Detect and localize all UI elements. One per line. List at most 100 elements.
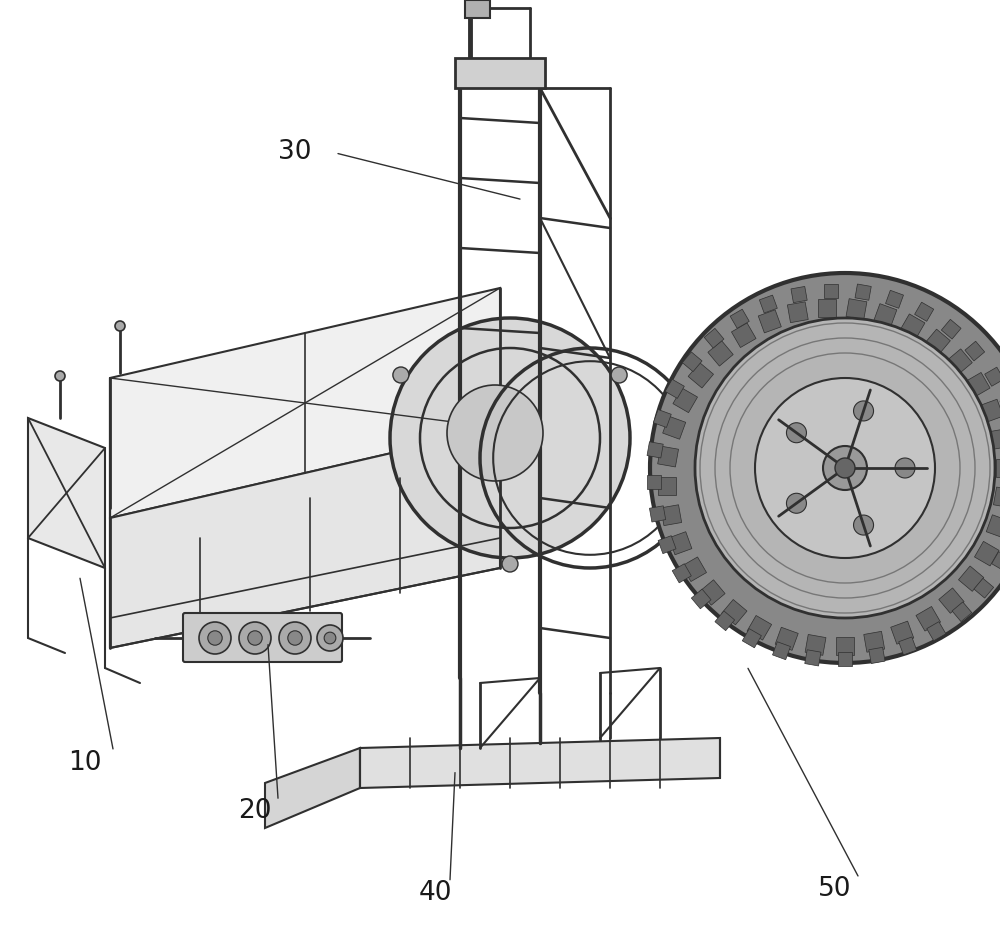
Bar — [980, 399, 1000, 422]
Polygon shape — [265, 748, 360, 828]
Circle shape — [199, 622, 231, 654]
Bar — [992, 552, 1000, 571]
Bar — [974, 541, 999, 566]
Bar — [661, 504, 682, 525]
Bar — [993, 487, 1000, 508]
Circle shape — [755, 378, 935, 558]
FancyBboxPatch shape — [455, 58, 545, 88]
Bar — [900, 314, 925, 338]
Bar — [965, 341, 985, 361]
Bar — [916, 607, 941, 631]
Circle shape — [786, 423, 806, 443]
Bar — [747, 615, 772, 640]
Bar — [658, 477, 676, 495]
Bar — [775, 628, 798, 650]
Bar — [730, 309, 749, 328]
Polygon shape — [110, 428, 500, 648]
Circle shape — [248, 630, 262, 646]
Circle shape — [115, 321, 125, 331]
Bar — [787, 301, 808, 322]
Bar — [653, 410, 671, 428]
Bar — [915, 302, 934, 321]
Bar — [838, 652, 852, 666]
Polygon shape — [360, 738, 720, 788]
Bar — [941, 319, 961, 339]
Bar — [985, 367, 1000, 386]
Bar — [700, 580, 725, 605]
Bar — [899, 637, 917, 655]
Circle shape — [502, 556, 518, 572]
Bar — [658, 447, 679, 467]
Bar — [891, 621, 914, 645]
Bar — [658, 536, 676, 554]
Bar — [925, 329, 950, 355]
Circle shape — [288, 630, 302, 646]
Circle shape — [835, 458, 855, 478]
Bar — [869, 647, 885, 664]
Circle shape — [324, 632, 336, 644]
Bar — [647, 475, 661, 489]
Bar — [952, 602, 972, 622]
Polygon shape — [110, 288, 500, 518]
Bar — [836, 637, 854, 655]
Bar — [874, 303, 897, 327]
Circle shape — [239, 622, 271, 654]
Bar — [688, 363, 714, 388]
Circle shape — [317, 625, 343, 651]
Text: 30: 30 — [278, 138, 312, 165]
Bar — [818, 300, 836, 317]
Bar — [996, 459, 1000, 477]
Bar — [722, 599, 747, 625]
Bar — [669, 532, 692, 555]
Bar — [886, 290, 903, 308]
Bar — [990, 428, 1000, 449]
Bar — [704, 328, 724, 348]
Circle shape — [650, 273, 1000, 663]
Bar — [649, 506, 666, 522]
Bar — [947, 349, 972, 374]
Circle shape — [279, 622, 311, 654]
Circle shape — [854, 401, 874, 421]
Circle shape — [393, 367, 409, 383]
Circle shape — [895, 458, 915, 478]
Bar — [791, 286, 807, 302]
Bar — [958, 566, 984, 592]
Circle shape — [447, 385, 543, 481]
Bar — [715, 611, 735, 630]
Text: 50: 50 — [818, 876, 852, 902]
Bar — [773, 642, 790, 660]
Circle shape — [823, 446, 867, 490]
Bar — [731, 323, 756, 348]
Bar — [665, 379, 684, 398]
Bar — [759, 295, 777, 313]
Circle shape — [208, 630, 222, 646]
Bar — [682, 352, 702, 372]
Bar — [805, 649, 821, 666]
Text: 40: 40 — [418, 880, 452, 906]
Bar — [805, 634, 826, 655]
Text: 20: 20 — [238, 797, 272, 824]
FancyBboxPatch shape — [183, 613, 342, 662]
Bar — [846, 299, 867, 319]
Bar — [647, 442, 663, 458]
Bar — [939, 588, 964, 613]
Circle shape — [55, 371, 65, 381]
Bar — [691, 589, 711, 609]
Circle shape — [854, 515, 874, 535]
Bar — [465, 0, 490, 18]
Bar — [758, 310, 781, 333]
Polygon shape — [28, 418, 105, 568]
Bar — [965, 373, 990, 397]
Bar — [672, 564, 691, 583]
Text: 10: 10 — [68, 750, 102, 776]
Circle shape — [390, 318, 630, 558]
Bar — [864, 631, 885, 652]
Bar — [927, 622, 946, 641]
Bar — [986, 515, 1000, 538]
Circle shape — [695, 318, 995, 618]
Bar — [673, 388, 698, 412]
Circle shape — [786, 493, 806, 513]
Bar — [974, 578, 994, 598]
Bar — [663, 416, 686, 439]
Circle shape — [611, 367, 627, 383]
